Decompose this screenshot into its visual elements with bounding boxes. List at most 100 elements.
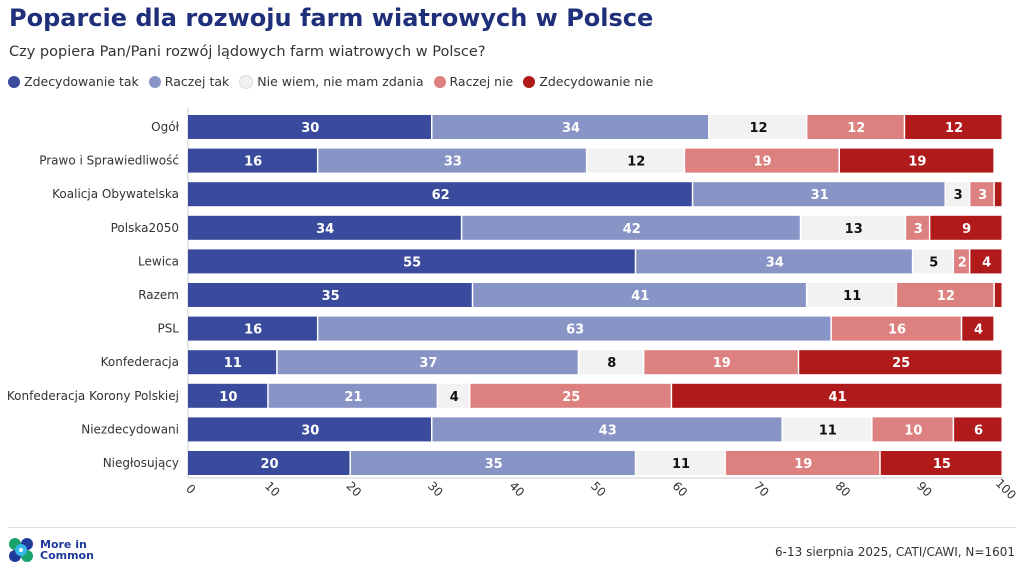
data-label: 4 [974, 323, 983, 338]
data-label: 41 [631, 289, 649, 304]
x-tick-label: 80 [832, 479, 853, 500]
data-label: 25 [892, 356, 910, 371]
footer-divider [8, 527, 1016, 528]
source-note: 6-13 sierpnia 2025, CATI/CAWI, N=1601 [775, 545, 1015, 559]
bar-segment [579, 350, 643, 375]
category-label: PSL [157, 322, 179, 336]
category-label: Prawo i Sprawiedliwość [39, 154, 179, 168]
x-tick-label: 90 [914, 479, 935, 500]
legend-item: Raczej nie [433, 74, 513, 89]
bar-segment [872, 417, 953, 442]
data-label: 2 [958, 255, 967, 270]
data-label: 9 [962, 222, 971, 237]
data-label: 19 [713, 356, 731, 371]
bar-segment [799, 350, 1002, 375]
legend-item: Raczej tak [148, 74, 230, 89]
bar-segment [782, 417, 872, 442]
data-label: 25 [562, 390, 580, 405]
more-in-common-logo: More in Common [8, 537, 94, 563]
legend-swatch [8, 75, 20, 88]
data-label: 11 [224, 356, 242, 371]
bar-segment [188, 283, 472, 307]
category-label: Lewica [138, 254, 179, 268]
category-label: Niegłosujący [103, 456, 179, 470]
bar-segment [945, 182, 969, 207]
category-label: Niezdecydowani [81, 422, 179, 436]
data-label: 11 [672, 457, 690, 472]
bar-segment [672, 383, 1002, 408]
x-tick-label: 70 [751, 479, 772, 500]
bar-segment [188, 115, 431, 139]
data-label: 30 [301, 121, 319, 136]
data-label: 41 [829, 390, 847, 405]
data-label: 34 [562, 121, 580, 136]
bar-segment [277, 350, 578, 375]
bar-segment [438, 383, 469, 408]
bar-segment [188, 316, 317, 341]
data-label: 30 [301, 423, 319, 438]
bar-segment [188, 451, 350, 475]
category-label: Ogół [151, 120, 179, 134]
bar-segment [831, 316, 961, 341]
bar-segment [954, 249, 969, 274]
bar-segment [913, 249, 953, 274]
bar-segment [470, 383, 671, 408]
data-label: 12 [627, 155, 645, 170]
data-label: 16 [244, 323, 262, 338]
bar-segment [188, 417, 431, 442]
legend-label: Raczej tak [164, 74, 230, 89]
data-label: 31 [811, 188, 829, 203]
page-title: Poparcie dla rozwoju farm wiatrowych w P… [9, 4, 654, 32]
bar-segment [725, 451, 880, 475]
bar-segment [473, 283, 806, 307]
bar-segment [970, 249, 1002, 274]
x-tick-label: 10 [262, 479, 283, 500]
category-label: Polska2050 [111, 221, 179, 235]
x-tick-label: 60 [669, 479, 690, 500]
bar-segment [801, 215, 905, 240]
bar-segment [840, 148, 994, 173]
bar-segment [685, 148, 839, 173]
data-label: 4 [450, 390, 459, 405]
bar-segment [318, 316, 831, 341]
bar-segment [954, 417, 1002, 442]
data-label: 11 [843, 289, 861, 304]
legend-swatch [433, 75, 446, 88]
bar-segment [994, 283, 1002, 307]
data-label: 12 [937, 289, 955, 304]
data-label: 3 [978, 188, 987, 203]
subtitle: Czy popiera Pan/Pani rozwój lądowych far… [9, 44, 486, 60]
data-label: 42 [623, 222, 641, 237]
bar-segment [994, 182, 1002, 207]
legend-label: Nie wiem, nie mam zdania [257, 74, 424, 89]
x-tick-label: 40 [506, 479, 527, 500]
bar-segment [962, 316, 994, 341]
bar-segment [807, 115, 904, 139]
bar-segment [970, 182, 994, 207]
data-label: 35 [322, 289, 340, 304]
bar-segment [462, 215, 800, 240]
logo-icon [9, 538, 33, 562]
category-label: Konfederacja [101, 355, 179, 369]
data-label: 10 [219, 390, 237, 405]
bar-segment [930, 215, 1002, 240]
logo-text-line2: Common [40, 549, 94, 562]
data-label: 16 [244, 155, 262, 170]
x-tick-label: 30 [425, 479, 446, 500]
legend-swatch [523, 75, 536, 88]
bar-segment [587, 148, 684, 173]
bar-segment [636, 451, 725, 475]
category-label: Razem [138, 288, 179, 302]
data-label: 43 [599, 423, 617, 438]
bar-segment [897, 283, 994, 307]
data-label: 10 [904, 423, 922, 438]
data-label: 55 [403, 255, 421, 270]
x-tick-label: 20 [343, 479, 364, 500]
category-label: Koalicja Obywatelska [52, 187, 179, 201]
bar-segment [906, 215, 929, 240]
x-tick-label: 0 [183, 482, 198, 497]
bar-segment [693, 182, 945, 207]
data-label: 12 [847, 121, 865, 136]
legend-label: Zdecydowanie tak [24, 74, 139, 89]
